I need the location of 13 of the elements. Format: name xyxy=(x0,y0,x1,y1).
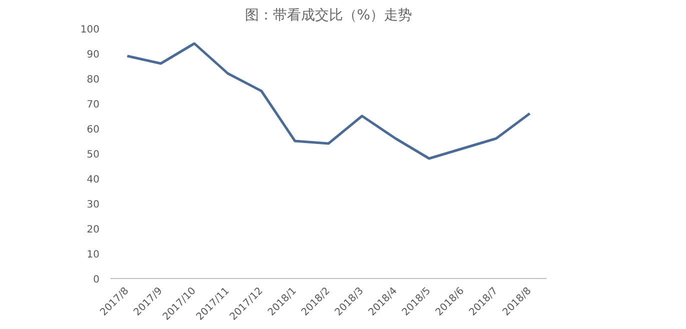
y-tick-label: 0 xyxy=(93,274,100,286)
y-tick-label: 70 xyxy=(86,100,100,110)
chart-title: 图：带看成交比（%）走势 xyxy=(244,8,412,24)
y-tick-label: 10 xyxy=(86,250,100,260)
line-series xyxy=(126,42,531,160)
y-tick-label: 100 xyxy=(80,24,100,36)
y-tick-label: 50 xyxy=(86,150,100,160)
y-tick-label: 20 xyxy=(86,224,100,236)
y-tick-label: 40 xyxy=(86,174,100,186)
y-tick-label: 30 xyxy=(86,200,100,210)
y-tick-label: 80 xyxy=(86,74,100,86)
y-tick-label: 60 xyxy=(86,124,100,136)
y-tick-label: 90 xyxy=(86,50,100,60)
